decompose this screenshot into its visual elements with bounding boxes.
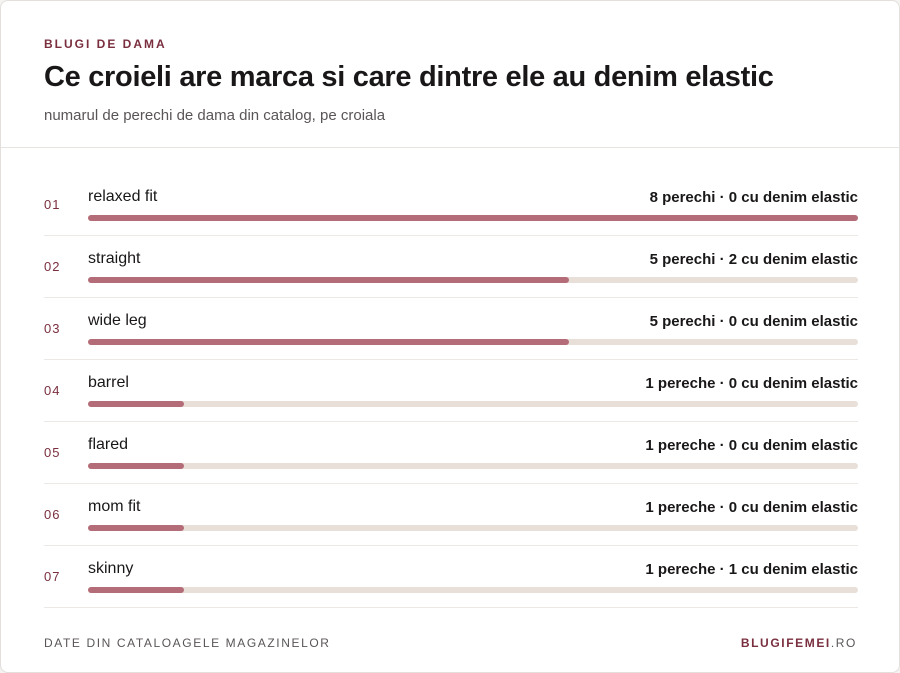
bar-track <box>88 339 858 345</box>
bar-index: 05 <box>44 445 61 460</box>
bar-value-label: 1 pereche · 0 cu denim elastic <box>645 499 858 516</box>
bar-category-label: barrel <box>88 374 129 391</box>
bar-list: 01 relaxed fit 8 perechi · 0 cu denim elas… <box>44 174 858 608</box>
page-title: Ce croieli are marca si care dintre ele … <box>44 61 774 93</box>
bar-fill <box>88 339 570 345</box>
bar-category-label: wide leg <box>88 312 147 329</box>
bar-row: 02 straight 5 perechi · 2 cu denim elastic <box>44 236 858 298</box>
bar-fill <box>88 401 185 407</box>
bar-category-label: flared <box>88 436 129 453</box>
bar-category-label: relaxed fit <box>88 188 158 205</box>
bar-row: 06 mom fit 1 pereche · 0 cu denim elastic <box>44 484 858 546</box>
brand-name: BLUGIFEMEI <box>740 636 831 650</box>
bar-index: 02 <box>44 259 61 274</box>
bar-value-label: 8 perechi · 0 cu denim elastic <box>649 189 858 206</box>
bar-fill <box>88 277 570 283</box>
bar-value-label: 5 perechi · 0 cu denim elastic <box>649 313 858 330</box>
bar-value-label: 1 pereche · 0 cu denim elastic <box>645 437 858 454</box>
bar-category-label: mom fit <box>88 498 141 515</box>
bar-index: 01 <box>44 197 61 212</box>
bar-value-label: 1 pereche · 0 cu denim elastic <box>645 375 858 392</box>
bar-category-label: straight <box>88 250 141 267</box>
brand-link[interactable]: BLUGIFEMEI.RO <box>741 636 857 650</box>
bar-category-label: skinny <box>88 560 134 577</box>
bar-index: 03 <box>44 321 61 336</box>
bar-index: 07 <box>44 569 61 584</box>
bar-fill <box>88 215 858 221</box>
bar-fill <box>88 525 185 531</box>
bar-track <box>88 587 858 593</box>
page-subtitle: numarul de perechi de dama din catalog, … <box>44 107 386 124</box>
bar-track <box>88 277 858 283</box>
bar-fill <box>88 463 185 469</box>
card-header: BLUGI DE DAMA Ce croieli are marca si ca… <box>1 1 899 148</box>
bar-track <box>88 401 858 407</box>
bar-track <box>88 463 858 469</box>
bar-track <box>88 525 858 531</box>
bar-row: 01 relaxed fit 8 perechi · 0 cu denim elas… <box>44 174 858 236</box>
bar-row: 04 barrel 1 pereche · 0 cu denim elastic <box>44 360 858 422</box>
bar-track <box>88 215 858 221</box>
bar-fill <box>88 587 185 593</box>
source-note: DATE DIN CATALOAGELE MAGAZINELOR <box>44 636 331 650</box>
bar-row: 05 flared 1 pereche · 0 cu denim elastic <box>44 422 858 484</box>
bar-value-label: 1 pereche · 1 cu denim elastic <box>645 561 858 578</box>
bar-row: 03 wide leg 5 perechi · 0 cu denim elastic <box>44 298 858 360</box>
bar-index: 04 <box>44 383 61 398</box>
bar-row: 07 skinny 1 pereche · 1 cu denim elastic <box>44 546 858 608</box>
brand-suffix: .RO <box>830 636 857 650</box>
eyebrow-label: BLUGI DE DAMA <box>44 37 167 51</box>
bar-value-label: 5 perechi · 2 cu denim elastic <box>649 251 858 268</box>
bar-index: 06 <box>44 507 61 522</box>
